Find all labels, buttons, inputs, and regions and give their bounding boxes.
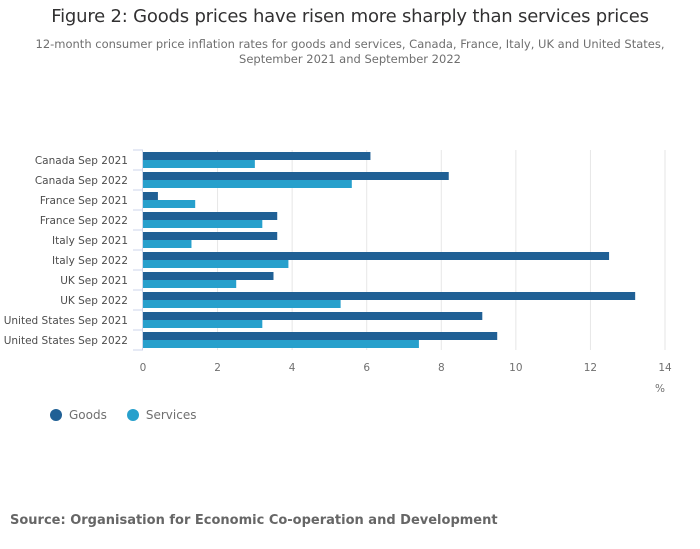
x-tick-label: 4 <box>289 362 296 374</box>
x-tick-label: 6 <box>363 362 370 374</box>
legend-label-services: Services <box>145 408 197 422</box>
legend-label-goods: Goods <box>69 408 107 422</box>
bar-goods[interactable] <box>143 292 636 300</box>
y-category-label: Canada Sep 2021 <box>35 155 128 167</box>
x-tick-label: 12 <box>584 362 597 374</box>
bars <box>143 152 636 348</box>
y-category-label: France Sep 2022 <box>40 215 128 227</box>
bar-services[interactable] <box>143 240 192 248</box>
bar-goods[interactable] <box>143 192 158 200</box>
legend: Goods Services <box>50 408 216 422</box>
x-axis-label: % <box>655 383 665 395</box>
y-category-label: Canada Sep 2022 <box>35 175 128 187</box>
x-tick-label: 0 <box>140 362 147 374</box>
bar-services[interactable] <box>143 200 196 208</box>
bar-services[interactable] <box>143 320 263 328</box>
chart-title: Figure 2: Goods prices have risen more s… <box>51 6 649 27</box>
bar-goods[interactable] <box>143 332 498 340</box>
bar-services[interactable] <box>143 340 419 348</box>
goods-dot-icon <box>50 409 62 421</box>
bar-goods[interactable] <box>143 252 610 260</box>
bar-goods[interactable] <box>143 272 274 280</box>
services-dot-icon <box>126 409 139 421</box>
bar-goods[interactable] <box>143 172 449 180</box>
bar-services[interactable] <box>143 260 289 268</box>
x-tick-label: 8 <box>438 362 445 374</box>
y-axis: Canada Sep 2021 Canada Sep 2022 France Sep… <box>4 149 143 351</box>
chart-subtitle: 12-month consumer price inflation rates … <box>35 37 665 66</box>
y-category-label: Italy Sep 2022 <box>52 255 128 267</box>
bar-goods[interactable] <box>143 212 278 220</box>
bar-goods[interactable] <box>143 152 371 160</box>
x-tick-label: 14 <box>658 362 672 374</box>
bar-services[interactable] <box>143 160 255 168</box>
y-category-label: United States Sep 2022 <box>4 335 128 347</box>
bar-services[interactable] <box>143 280 237 288</box>
bar-services[interactable] <box>143 180 352 188</box>
y-category-label: United States Sep 2021 <box>4 315 128 327</box>
bar-goods[interactable] <box>143 312 483 320</box>
y-category-label: UK Sep 2022 <box>60 295 128 307</box>
bar-services[interactable] <box>143 300 341 308</box>
x-tick-label: 10 <box>509 362 522 374</box>
x-tick-label: 2 <box>214 362 221 374</box>
x-axis: 0 2 4 6 8 10 12 14 <box>140 362 672 374</box>
legend-item-goods[interactable]: Goods <box>50 408 107 422</box>
legend-item-services[interactable]: Services <box>126 408 197 422</box>
y-category-label: UK Sep 2021 <box>60 275 128 287</box>
bar-goods[interactable] <box>143 232 278 240</box>
bar-services[interactable] <box>143 220 263 228</box>
y-category-label: France Sep 2021 <box>40 195 128 207</box>
y-category-label: Italy Sep 2021 <box>52 235 128 247</box>
source-note: Source: Organisation for Economic Co-ope… <box>10 513 498 528</box>
